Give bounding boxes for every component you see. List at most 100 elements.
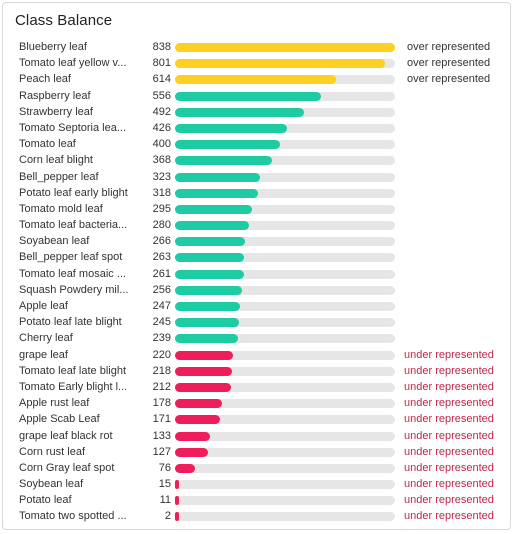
count-bar-fill [175,318,239,328]
class-label: Tomato Septoria lea... [19,121,127,134]
class-row: Cherry leaf 239 [3,330,510,346]
class-count: 426 [152,121,171,134]
class-label: Strawberry leaf [19,105,93,118]
class-row: Soybean leaf 15 under represented [3,476,510,492]
count-bar-track [175,107,395,117]
class-row: Squash Powdery mil... 256 [3,282,510,298]
class-row: Apple leaf 247 [3,298,510,314]
class-label: Tomato Early blight l... [19,380,128,393]
class-row: Tomato mold leaf 295 [3,201,510,217]
count-bar-track [175,140,395,150]
class-label: grape leaf black rot [19,429,113,442]
count-bar-track [175,91,395,101]
class-row: Peach leaf 614 over represented [3,71,510,87]
class-count: 247 [152,300,171,312]
class-row: Potato leaf 11 under represented [3,492,510,508]
class-count: 280 [152,219,171,232]
representation-status: under represented [404,445,494,458]
class-row: Bell_pepper leaf 323 [3,169,510,185]
class-count: 838 [152,41,171,53]
representation-status: over represented [407,73,491,86]
class-label: Potato leaf late blight [19,316,122,329]
class-label: Tomato leaf late blight [19,364,127,377]
class-row: Tomato leaf mosaic ... 261 [3,266,510,282]
count-bar-fill [175,496,179,506]
count-bar-track [175,253,395,263]
count-bar-fill [175,107,304,117]
class-count: 212 [152,380,171,393]
class-count: 11 [159,494,171,507]
representation-status: under represented [404,510,494,523]
class-label: Corn Gray leaf spot [19,461,115,474]
class-row: Tomato leaf yellow v... 801 over represent… [3,55,510,71]
representation-status: under represented [404,380,494,393]
count-bar-fill [175,463,195,473]
class-count: 127 [152,445,171,458]
class-row: grape leaf black rot 133 under represented [3,428,510,444]
count-bar-track [175,366,395,376]
representation-status: under represented [404,413,494,426]
count-bar-fill [175,140,280,150]
count-bar-fill [175,253,244,263]
count-bar-track [175,399,395,409]
count-bar-track [175,350,395,360]
class-label: Corn leaf blight [19,154,93,167]
count-bar-fill [175,350,233,360]
count-bar-track [175,382,395,392]
count-bar-fill [175,382,231,392]
class-row: Tomato Early blight l... 212 under represe… [3,379,510,395]
class-count: 245 [152,316,171,329]
class-label: Potato leaf early blight [19,186,128,199]
class-count: 261 [152,267,171,280]
class-label: Potato leaf [19,494,72,507]
count-bar-track [175,302,395,311]
class-row: Tomato Septoria lea... 426 [3,120,510,136]
count-bar-fill [175,415,220,425]
representation-status: under represented [404,364,494,377]
count-bar-fill [175,269,244,279]
class-count: 239 [152,332,171,345]
class-count: 218 [152,364,171,377]
count-bar-track [175,156,395,166]
class-count: 178 [152,397,171,410]
class-count: 220 [152,348,171,361]
count-bar-fill [175,156,272,166]
class-label: Apple Scab Leaf [19,413,100,426]
class-count: 76 [158,461,171,474]
class-count: 171 [152,413,171,426]
count-bar-fill [175,237,245,247]
class-count: 133 [152,429,171,442]
class-label: Blueberry leaf [19,41,87,53]
class-count: 400 [152,138,171,151]
class-count: 295 [152,202,171,215]
count-bar-track [175,221,395,231]
class-row: Tomato leaf 400 [3,136,510,152]
class-row: Raspberry leaf 556 [3,88,510,104]
class-row: Bell_pepper leaf spot 263 [3,249,510,265]
class-label: Soyabean leaf [19,235,90,248]
count-bar-fill [175,431,210,441]
class-label: Corn rust leaf [19,445,86,458]
count-bar-track [175,463,395,473]
class-row: Strawberry leaf 492 [3,104,510,120]
representation-status: over represented [407,57,491,70]
count-bar-fill [175,366,232,376]
count-bar-track [175,123,395,133]
count-bar-track [175,447,395,457]
count-bar-track [175,431,395,441]
class-row: Corn Gray leaf spot 76 under represented [3,460,510,476]
representation-status: under represented [404,429,494,442]
class-row: Corn rust leaf 127 under represented [3,444,510,460]
class-label: grape leaf [19,348,68,361]
class-label: Tomato leaf bacteria... [19,219,128,232]
class-count: 492 [152,105,171,118]
class-label: Apple leaf [19,300,68,312]
class-label: Tomato mold leaf [19,202,103,215]
class-count: 614 [152,73,171,86]
count-bar-track [175,318,395,328]
representation-status: under represented [404,397,494,410]
class-label: Squash Powdery mil... [19,283,129,296]
count-bar-fill [175,123,287,133]
class-row: grape leaf 220 under represented [3,347,510,363]
count-bar-track [175,204,395,214]
